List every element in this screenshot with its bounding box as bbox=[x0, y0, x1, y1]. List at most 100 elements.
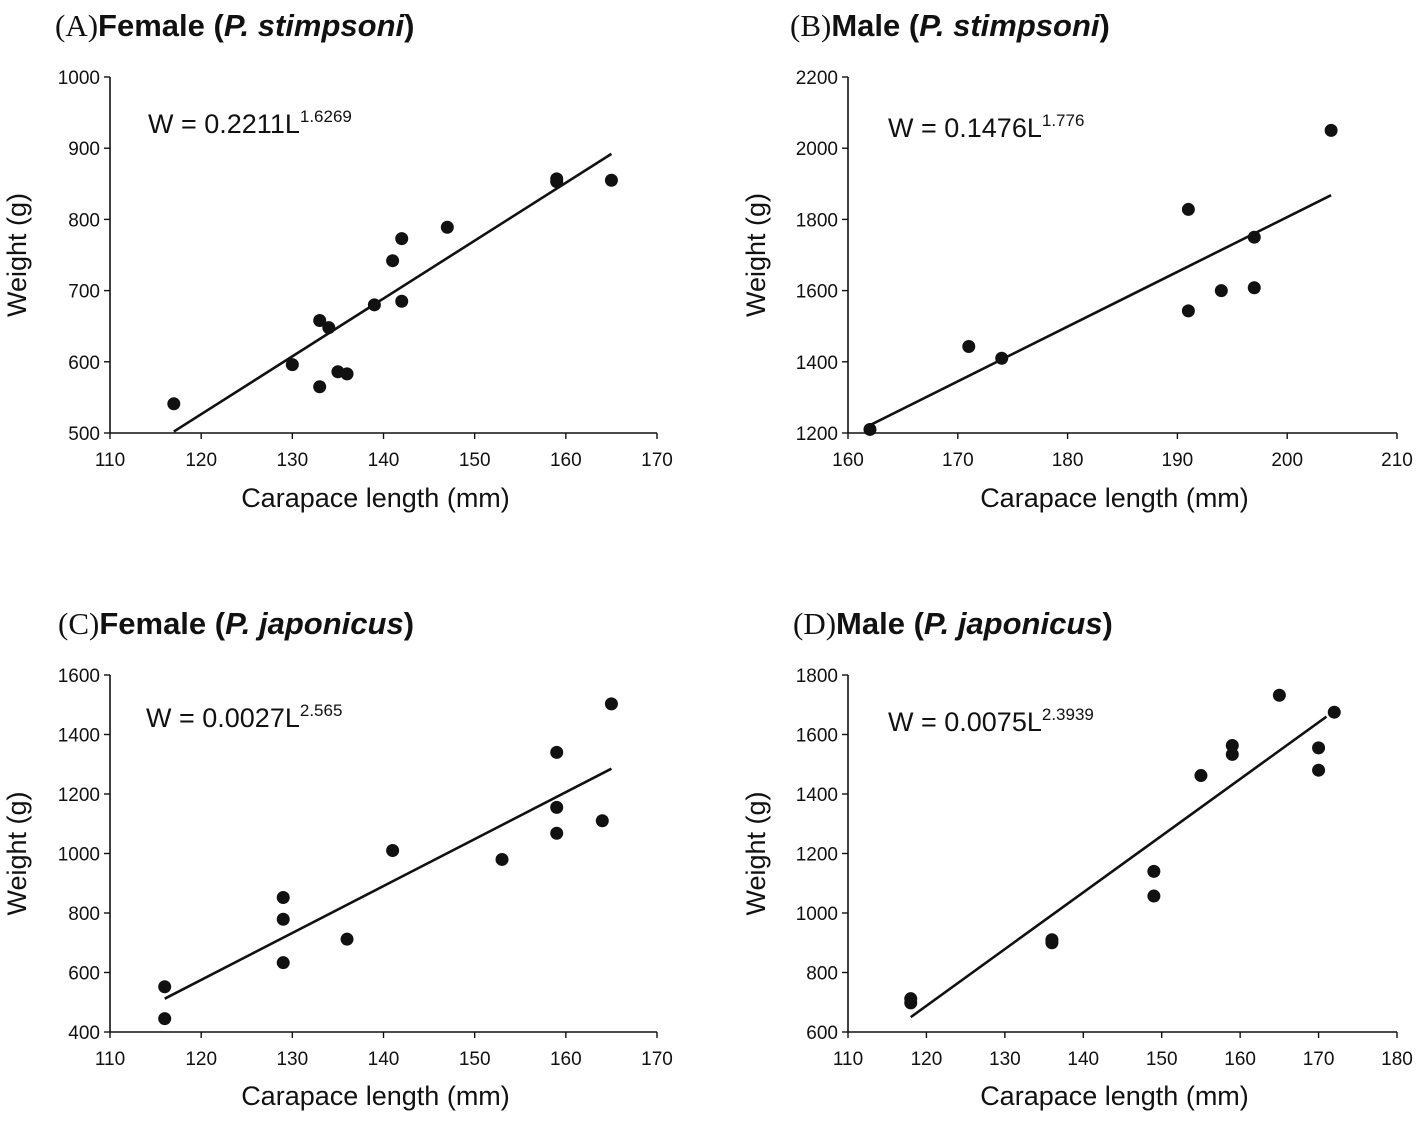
x-tick-label: 200 bbox=[1271, 450, 1303, 471]
x-tick-label: 210 bbox=[1381, 450, 1413, 471]
x-tick-label: 120 bbox=[185, 1049, 217, 1070]
y-tick-label: 2200 bbox=[796, 68, 838, 89]
data-point bbox=[1247, 230, 1261, 244]
x-tick-label: 150 bbox=[1146, 1049, 1178, 1070]
data-point bbox=[313, 314, 327, 328]
x-tick-label: 130 bbox=[989, 1049, 1021, 1070]
title-species: P. japonicus bbox=[225, 606, 404, 641]
panel-c: (C)Female (P. japonicus) 400 600 800 1000 120… bbox=[2, 606, 673, 1111]
regression-equation: W = 0.2211L1.6269 bbox=[148, 107, 352, 139]
panel-title: (C)Female (P. japonicus) bbox=[58, 606, 414, 641]
data-point bbox=[1194, 769, 1208, 783]
data-point bbox=[276, 891, 290, 905]
x-tick-label: 180 bbox=[1381, 1049, 1413, 1070]
y-tick-label: 1200 bbox=[796, 845, 838, 866]
title-suffix: ) bbox=[1100, 8, 1110, 43]
equation-base: W = 0.1476L bbox=[888, 113, 1042, 143]
data-point bbox=[1045, 936, 1059, 950]
data-point bbox=[1214, 284, 1228, 298]
y-axis-label: Weight (g) bbox=[2, 791, 32, 915]
x-tick-label: 120 bbox=[185, 450, 217, 471]
data-point bbox=[313, 380, 327, 394]
y-tick-label: 2000 bbox=[796, 139, 838, 160]
title-suffix: ) bbox=[404, 606, 414, 641]
x-tick-label: 140 bbox=[368, 450, 400, 471]
y-tick-label: 400 bbox=[68, 1023, 100, 1044]
y-tick-label: 700 bbox=[68, 282, 100, 303]
title-prefix: Male ( bbox=[831, 8, 920, 43]
x-tick-label: 150 bbox=[459, 1049, 491, 1070]
data-point bbox=[386, 844, 400, 858]
x-tick-label: 160 bbox=[1224, 1049, 1256, 1070]
data-point bbox=[167, 397, 181, 411]
y-tick-label: 1600 bbox=[796, 726, 838, 747]
y-axis-label: Weight (g) bbox=[2, 193, 32, 317]
equation-exponent: 2.565 bbox=[300, 701, 343, 720]
panel-title: (A)Female (P. stimpsoni) bbox=[55, 8, 414, 43]
y-tick-label: 1800 bbox=[796, 666, 838, 687]
panel-letter: (A) bbox=[55, 8, 98, 43]
data-point bbox=[340, 932, 354, 946]
data-point bbox=[1312, 741, 1326, 755]
data-point bbox=[158, 1012, 172, 1026]
x-tick-label: 120 bbox=[911, 1049, 943, 1070]
title-suffix: ) bbox=[1103, 606, 1113, 641]
y-tick-label: 1800 bbox=[796, 210, 838, 231]
equation-base: W = 0.0075L bbox=[888, 707, 1042, 737]
title-prefix: Female ( bbox=[98, 8, 224, 43]
panel-a: (A)Female (P. stimpsoni) 500 600 700 800 900 1… bbox=[2, 8, 673, 513]
data-point bbox=[1225, 747, 1239, 761]
panel-letter: (B) bbox=[790, 8, 831, 43]
x-tick-label: 190 bbox=[1162, 450, 1194, 471]
equation-exponent: 1.776 bbox=[1042, 111, 1085, 130]
data-point bbox=[1324, 123, 1338, 137]
regression-equation: W = 0.0027L2.565 bbox=[146, 701, 342, 733]
data-point bbox=[550, 175, 564, 189]
x-tick-label: 160 bbox=[832, 450, 864, 471]
x-tick-label: 150 bbox=[459, 450, 491, 471]
equation-exponent: 2.3939 bbox=[1042, 705, 1094, 724]
x-tick-label: 160 bbox=[550, 450, 582, 471]
y-tick-label: 600 bbox=[806, 1023, 838, 1044]
x-tick-label: 130 bbox=[276, 1049, 308, 1070]
x-tick-label: 110 bbox=[833, 1049, 863, 1070]
data-point bbox=[995, 351, 1009, 365]
y-tick-label: 1000 bbox=[58, 68, 100, 89]
title-species: P. stimpsoni bbox=[224, 8, 406, 43]
data-point bbox=[550, 800, 564, 814]
data-point bbox=[340, 367, 354, 381]
data-point bbox=[1312, 763, 1326, 777]
x-tick-label: 140 bbox=[368, 1049, 400, 1070]
panel-b: (B)Male (P. stimpsoni) 1200 1400 1600 1800 20… bbox=[741, 8, 1413, 513]
data-point bbox=[1181, 304, 1195, 318]
x-tick-label: 170 bbox=[641, 450, 673, 471]
y-axis-label: Weight (g) bbox=[741, 193, 771, 317]
x-tick-label: 110 bbox=[95, 1049, 125, 1070]
data-point bbox=[604, 173, 618, 187]
x-tick-label: 170 bbox=[942, 450, 974, 471]
title-prefix: Female ( bbox=[99, 606, 225, 641]
panel-title: (D)Male (P. japonicus) bbox=[793, 606, 1113, 641]
y-tick-label: 600 bbox=[68, 353, 100, 374]
y-tick-label: 1600 bbox=[796, 282, 838, 303]
y-tick-label: 500 bbox=[68, 424, 100, 445]
data-point bbox=[276, 956, 290, 970]
y-tick-label: 1400 bbox=[58, 726, 100, 747]
trend-line bbox=[869, 194, 1332, 427]
y-tick-label: 1400 bbox=[796, 353, 838, 374]
data-point bbox=[285, 358, 299, 372]
x-tick-label: 130 bbox=[276, 450, 308, 471]
y-tick-label: 1000 bbox=[796, 904, 838, 925]
data-point bbox=[1181, 202, 1195, 216]
data-point bbox=[395, 294, 409, 308]
data-point bbox=[495, 852, 509, 866]
x-axis-label: Carapace length (mm) bbox=[241, 1081, 510, 1111]
data-point bbox=[604, 697, 618, 711]
data-point bbox=[395, 232, 409, 246]
x-tick-label: 180 bbox=[1052, 450, 1084, 471]
y-tick-label: 800 bbox=[68, 904, 100, 925]
panel-letter: (D) bbox=[793, 606, 836, 641]
data-point bbox=[1247, 281, 1261, 295]
data-point bbox=[1327, 705, 1341, 719]
